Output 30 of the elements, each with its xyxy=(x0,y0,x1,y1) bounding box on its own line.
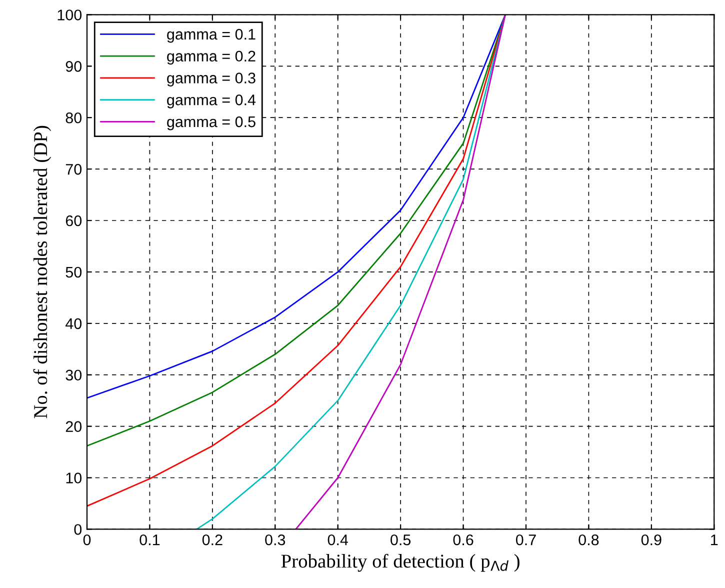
y-tick-label: 60 xyxy=(66,215,82,226)
y-tick-label: 30 xyxy=(66,370,82,381)
y-tick-label: 20 xyxy=(66,421,82,432)
y-tick-label: 10 xyxy=(66,472,82,484)
y-tick-label: 90 xyxy=(66,61,82,72)
x-axis-title: Probability of detection ( p$_{Λd}$ ) xyxy=(281,554,520,572)
legend-label: gamma = 0.3 xyxy=(167,72,256,86)
x-tick-label: 1 xyxy=(711,534,718,546)
y-tick-label: 70 xyxy=(66,164,82,175)
x-tick-label: 0.7 xyxy=(516,534,536,546)
legend-label: gamma = 0.2 xyxy=(167,50,256,65)
x-tick-label: 0.9 xyxy=(641,534,662,546)
x-tick-label: 0.1 xyxy=(140,534,160,546)
line-series xyxy=(295,14,506,530)
y-tick-label: 40 xyxy=(66,318,82,330)
legend-label: gamma = 0.1 xyxy=(167,28,256,43)
x-tick-label: 0.4 xyxy=(328,534,348,546)
y-tick-label: 100 xyxy=(58,10,82,20)
y-tick-label: 80 xyxy=(66,112,82,124)
y-axis-title: No. of dishonest nodes tolerated (DP) xyxy=(33,126,52,418)
x-tick-label: 0 xyxy=(83,534,91,546)
y-tick-label: 50 xyxy=(66,266,82,278)
x-tick-label: 0.5 xyxy=(390,534,411,546)
x-tick-label: 0.8 xyxy=(578,534,599,546)
x-tick-label: 0.3 xyxy=(265,534,286,546)
legend-label: gamma = 0.4 xyxy=(167,94,256,108)
x-tick-label: 0.2 xyxy=(202,534,222,546)
legend-label: gamma = 0.5 xyxy=(167,116,256,130)
y-tick-label: 0 xyxy=(74,524,82,535)
x-tick-label: 0.6 xyxy=(453,534,474,546)
